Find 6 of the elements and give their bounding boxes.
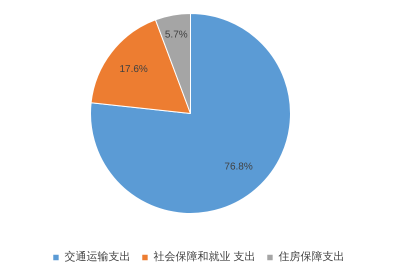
data-label: 17.6% [119,64,148,75]
data-label: 5.7% [164,29,188,40]
legend-label: 社会保障和就业 支出 [153,250,256,264]
legend-label: 住房保障支出 [278,250,345,264]
legend-label: 交通运输支出 [64,250,130,264]
data-label: 76.8% [224,162,253,173]
